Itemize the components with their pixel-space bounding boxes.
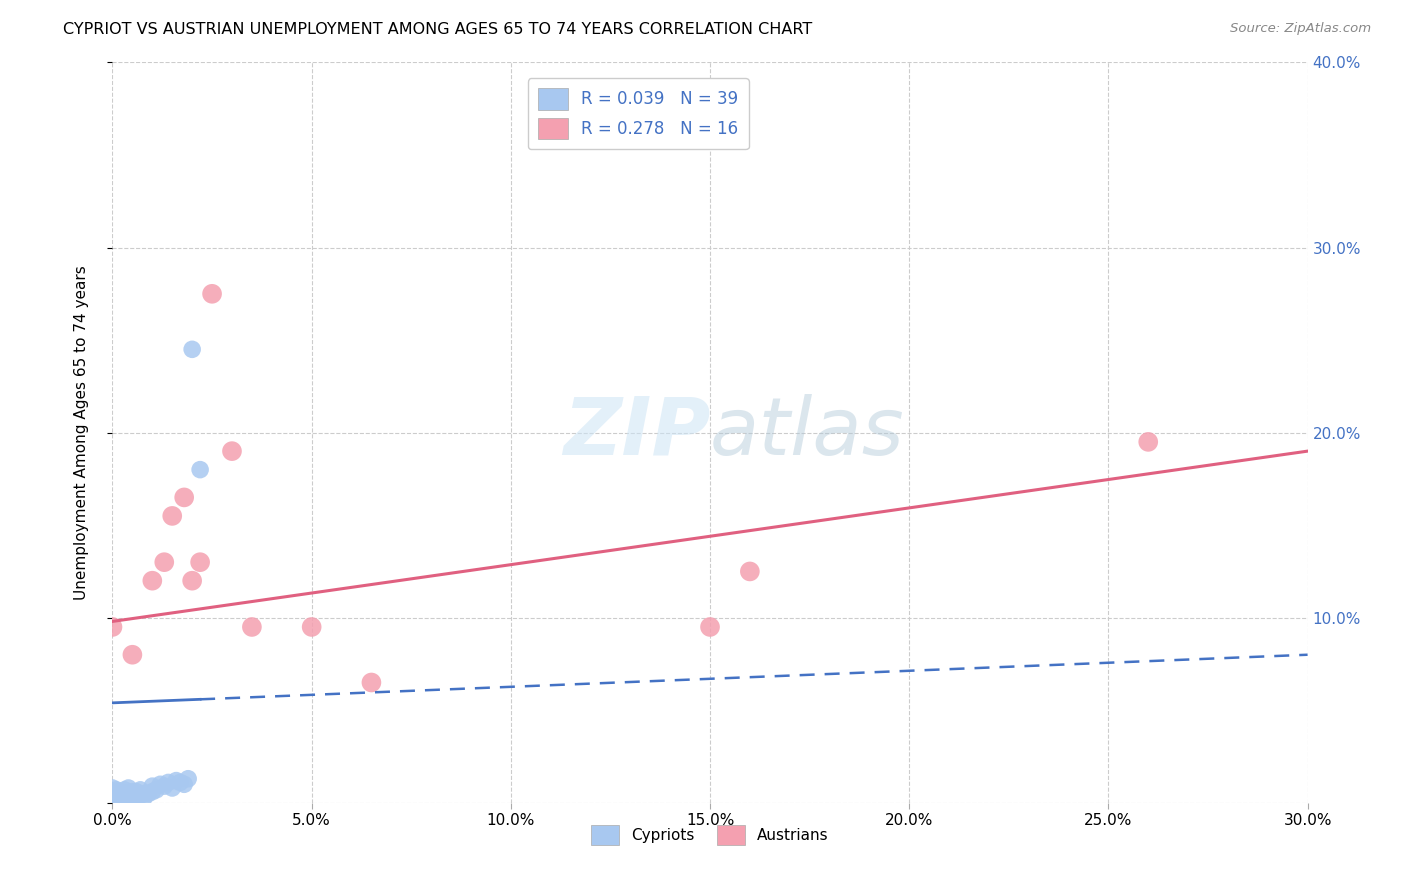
Point [121, 785, 143, 799]
Point [105, 787, 128, 801]
Point [188, 555, 211, 569]
Point [129, 789, 152, 803]
Point [101, 787, 124, 801]
Point [173, 777, 195, 791]
Point [125, 785, 148, 799]
Point [360, 675, 382, 690]
Text: CYPRIOT VS AUSTRIAN UNEMPLOYMENT AMONG AGES 65 TO 74 YEARS CORRELATION CHART: CYPRIOT VS AUSTRIAN UNEMPLOYMENT AMONG A… [63, 22, 813, 37]
Point [162, 508, 183, 523]
Point [221, 444, 243, 458]
Point [110, 790, 132, 805]
Point [145, 782, 167, 797]
Legend: Cypriots, Austrians: Cypriots, Austrians [585, 819, 835, 851]
Point [114, 787, 135, 801]
Point [240, 620, 263, 634]
Point [134, 790, 156, 805]
Point [105, 782, 128, 797]
Point [138, 787, 160, 801]
Point [149, 777, 172, 791]
Text: ZIP: ZIP [562, 393, 710, 472]
Point [1137, 434, 1160, 449]
Point [201, 286, 224, 301]
Point [153, 779, 176, 793]
Point [141, 785, 163, 799]
Point [117, 780, 139, 795]
Point [301, 620, 323, 634]
Point [105, 790, 128, 805]
Point [114, 792, 135, 806]
Point [117, 790, 139, 805]
Point [129, 782, 152, 797]
Point [177, 772, 200, 786]
Point [121, 789, 143, 803]
Point [141, 574, 163, 588]
Point [738, 565, 761, 579]
Point [101, 785, 124, 799]
Point [114, 782, 135, 797]
Point [101, 780, 124, 795]
Point [153, 555, 176, 569]
Y-axis label: Unemployment Among Ages 65 to 74 years: Unemployment Among Ages 65 to 74 years [75, 265, 89, 600]
Point [114, 789, 135, 803]
Point [169, 775, 191, 789]
Point [125, 790, 148, 805]
Point [134, 787, 156, 801]
Point [141, 779, 163, 793]
Point [121, 648, 143, 662]
Point [117, 787, 139, 801]
Point [162, 780, 183, 795]
Point [188, 462, 211, 476]
Point [110, 787, 132, 801]
Point [101, 620, 124, 634]
Point [181, 574, 204, 588]
Text: Source: ZipAtlas.com: Source: ZipAtlas.com [1230, 22, 1371, 36]
Text: atlas: atlas [710, 393, 905, 472]
Point [165, 773, 187, 788]
Point [105, 789, 128, 803]
Point [110, 785, 132, 799]
Point [181, 343, 204, 357]
Point [173, 491, 195, 505]
Point [699, 620, 721, 634]
Point [157, 775, 180, 789]
